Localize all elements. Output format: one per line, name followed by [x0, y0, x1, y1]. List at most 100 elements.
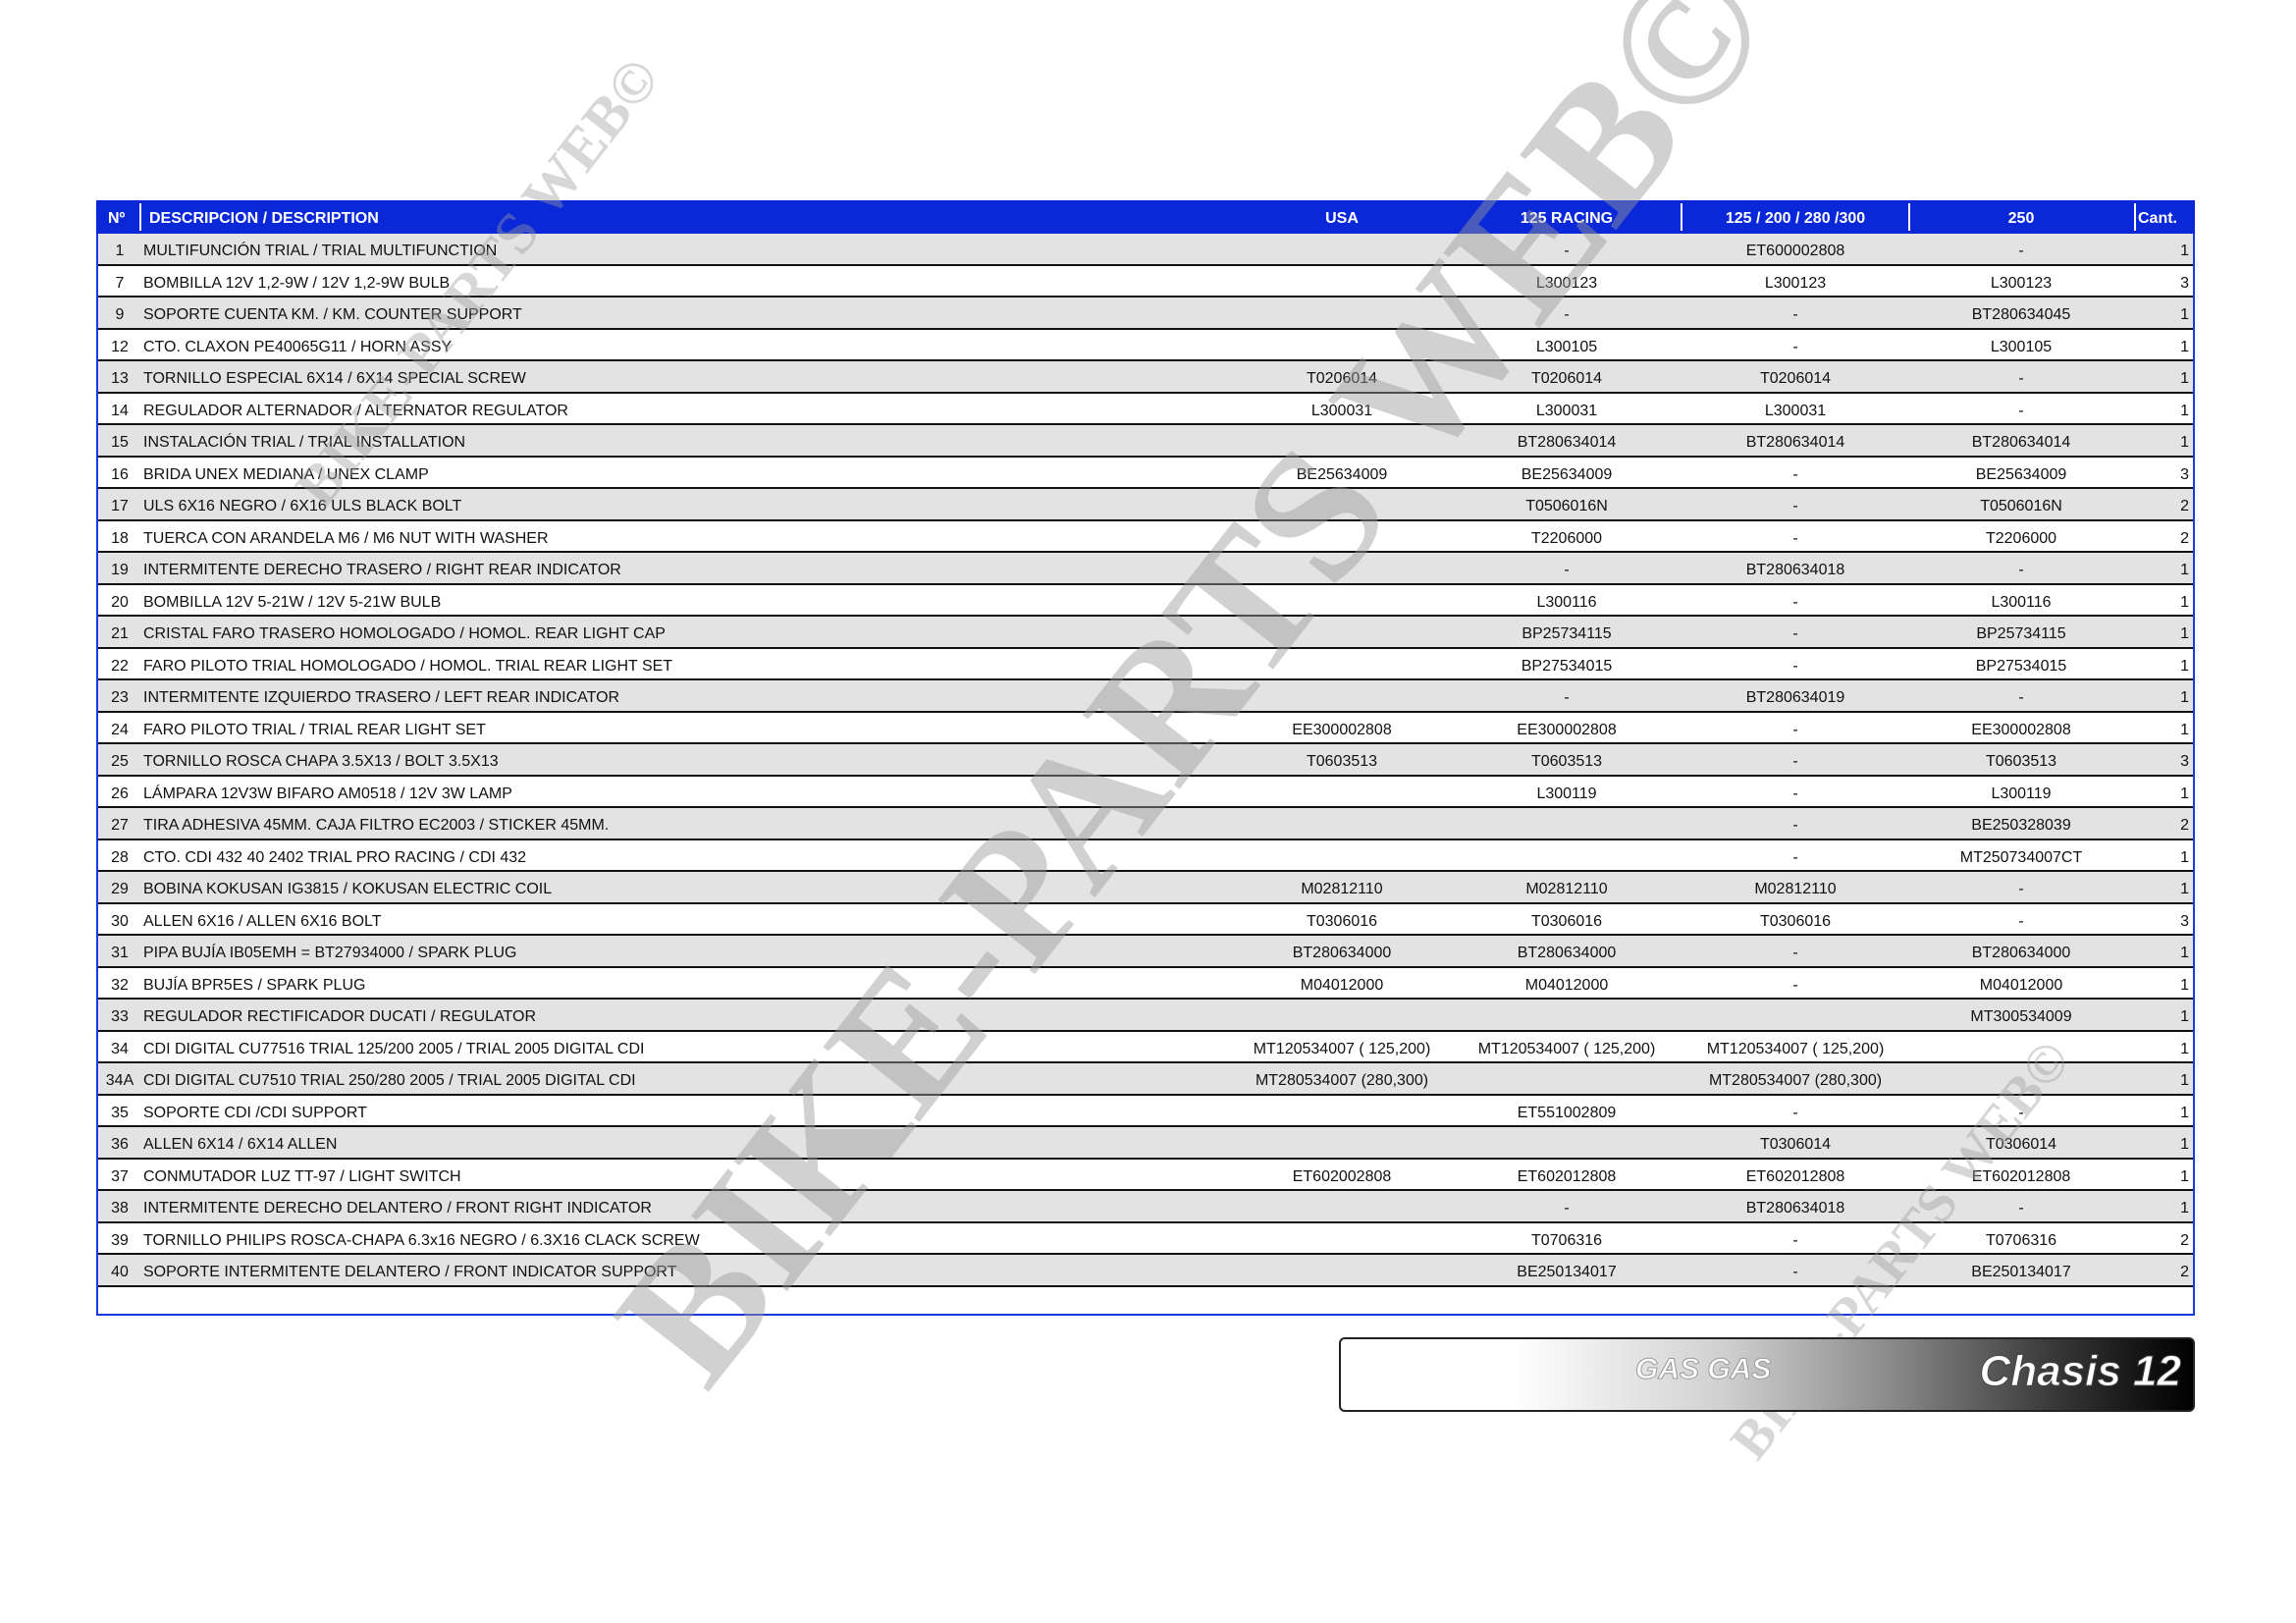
- cell-no: 35: [111, 1104, 129, 1121]
- cell-r125: L300123: [1535, 274, 1598, 292]
- cell-r125: L300119: [1536, 784, 1597, 802]
- table-row: 15 INSTALACIÓN TRIAL / TRIAL INSTALLATION…: [98, 425, 2193, 458]
- cell-desc: CONMUTADOR LUZ TT-97 / LIGHT SWITCH: [143, 1167, 461, 1185]
- parts-table: [96, 200, 2195, 1316]
- cell-r250: BP25734115: [1976, 625, 2066, 642]
- cell-r250: BE25634009: [1975, 465, 2067, 483]
- table-row: 25 TORNILLO ROSCA CHAPA 3.5X13 / BOLT 3.5…: [98, 744, 2193, 777]
- cell-r250: BP27534015: [1975, 657, 2067, 675]
- cell-no: 36: [111, 1136, 129, 1153]
- cell-r200: M02812110: [1754, 881, 1837, 897]
- cell-r125: BP25734115: [1522, 625, 1612, 642]
- cell-no: 15: [111, 434, 129, 451]
- cell-r200: MT280534007 (280,300): [1708, 1072, 1883, 1089]
- cell-desc: FARO PILOTO TRIAL / TRIAL REAR LIGHT SET: [143, 721, 486, 738]
- cell-desc: ULS 6X16 NEGRO / 6X16 ULS BLACK BOLT: [143, 498, 462, 514]
- cell-r200: -: [1792, 625, 1798, 642]
- cell-cant: 2: [2180, 1231, 2189, 1249]
- cell-r200: -: [1792, 784, 1798, 802]
- table-row: 17 ULS 6X16 NEGRO / 6X16 ULS BLACK BOLT T0…: [98, 489, 2193, 521]
- table-row: 40 SOPORTE INTERMITENTE DELANTERO / FRONT…: [98, 1255, 2193, 1287]
- cell-r125: -: [1564, 689, 1570, 706]
- table-row: 20 BOMBILLA 12V 5-21W / 12V 5-21W BULB L30…: [98, 585, 2193, 617]
- cell-r200: -: [1792, 976, 1798, 994]
- cell-r250: -: [2018, 370, 2024, 387]
- cell-cant: 1: [2180, 1008, 2189, 1025]
- header-divider: [1908, 203, 1910, 231]
- cell-no: 14: [111, 402, 129, 419]
- cell-r250: L300119: [1991, 784, 2052, 802]
- cell-cant: 1: [2180, 370, 2189, 387]
- cell-desc: TIRA ADHESIVA 45MM. CAJA FILTRO EC2003 /…: [143, 817, 610, 834]
- cell-r200: -: [1792, 1264, 1798, 1280]
- table-row: 34A CDI DIGITAL CU7510 TRIAL 250/280 2005…: [98, 1063, 2193, 1096]
- cell-desc: INSTALACIÓN TRIAL / TRIAL INSTALLATION: [143, 434, 466, 451]
- cell-desc: CDI DIGITAL CU77516 TRIAL 125/200 2005 /…: [143, 1040, 645, 1057]
- cell-cant: 1: [2180, 1072, 2189, 1089]
- cell-r250: T0506016N: [1980, 498, 2062, 514]
- cell-usa: BT280634000: [1292, 945, 1392, 961]
- cell-r250: BT280634000: [1971, 945, 2071, 961]
- table-row: 13 TORNILLO ESPECIAL 6X14 / 6X14 SPECIAL …: [98, 361, 2193, 394]
- cell-cant: 1: [2180, 338, 2189, 355]
- header-divider: [1681, 203, 1682, 231]
- cell-desc: TORNILLO ESPECIAL 6X14 / 6X14 SPECIAL SC…: [143, 370, 526, 387]
- cell-r125: ET602012808: [1517, 1167, 1617, 1185]
- table-row: 30 ALLEN 6X16 / ALLEN 6X16 BOLT T0306016 T0…: [98, 904, 2193, 936]
- cell-r250: BE250134017: [1971, 1264, 2071, 1280]
- cell-cant: 1: [2180, 562, 2189, 578]
- cell-desc: REGULADOR RECTIFICADOR DUCATI / REGULATO…: [143, 1008, 537, 1025]
- cell-cant: 2: [2180, 498, 2189, 514]
- cell-cant: 1: [2180, 881, 2189, 897]
- cell-usa: T0603513: [1306, 753, 1378, 770]
- header-desc: DESCRIPCION / DESCRIPTION: [149, 210, 379, 227]
- cell-no: 23: [111, 689, 129, 706]
- cell-cant: 1: [2180, 1040, 2189, 1057]
- cell-cant: 1: [2180, 976, 2189, 994]
- cell-r250: BT280634045: [1971, 306, 2071, 323]
- table-row: 1 MULTIFUNCIÓN TRIAL / TRIAL MULTIFUNCTIO…: [98, 234, 2193, 266]
- cell-cant: 1: [2180, 689, 2189, 706]
- cell-r125: ET551002809: [1517, 1104, 1617, 1121]
- cell-r250: -: [2018, 912, 2024, 930]
- cell-r200: -: [1792, 306, 1798, 323]
- cell-desc: TORNILLO PHILIPS ROSCA-CHAPA 6.3x16 NEGR…: [143, 1231, 700, 1249]
- cell-r200: -: [1792, 529, 1798, 547]
- cell-desc: TORNILLO ROSCA CHAPA 3.5X13 / BOLT 3.5X1…: [143, 753, 499, 770]
- table-row: 23 INTERMITENTE IZQUIERDO TRASERO / LEFT …: [98, 680, 2193, 713]
- cell-r200: -: [1792, 945, 1798, 961]
- cell-r250: T0706316: [1985, 1231, 2057, 1249]
- cell-r125: BE25634009: [1521, 465, 1613, 483]
- cell-no: 1: [115, 243, 125, 259]
- cell-r125: L300031: [1535, 402, 1598, 419]
- cell-desc: MULTIFUNCIÓN TRIAL / TRIAL MULTIFUNCTION: [143, 243, 498, 259]
- cell-no: 18: [111, 529, 129, 547]
- cell-desc: CTO. CLAXON PE40065G11 / HORN ASSY: [143, 338, 453, 355]
- cell-no: 12: [111, 338, 129, 355]
- cell-desc: BOMBILLA 12V 1,2-9W / 12V 1,2-9W BULB: [143, 274, 451, 292]
- cell-usa: EE300002808: [1292, 721, 1392, 738]
- cell-r250: -: [2018, 881, 2024, 897]
- cell-cant: 2: [2180, 529, 2189, 547]
- cell-cant: 1: [2180, 593, 2189, 611]
- cell-no: 26: [111, 784, 129, 802]
- cell-no: 39: [111, 1231, 129, 1249]
- cell-r250: MT300534009: [1970, 1008, 2072, 1025]
- table-row: 33 REGULADOR RECTIFICADOR DUCATI / REGULA…: [98, 1000, 2193, 1032]
- cell-desc: LÁMPARA 12V3W BIFARO AM0518 / 12V 3W LAM…: [143, 784, 512, 802]
- cell-no: 22: [111, 657, 129, 675]
- cell-r200: -: [1792, 817, 1798, 834]
- table-row: 32 BUJÍA BPR5ES / SPARK PLUG M04012000 M040…: [98, 968, 2193, 1000]
- cell-cant: 3: [2180, 274, 2189, 292]
- table-row: 21 CRISTAL FARO TRASERO HOMOLOGADO / HOMO…: [98, 617, 2193, 649]
- cell-desc: CTO. CDI 432 40 2402 TRIAL PRO RACING / …: [143, 848, 527, 866]
- cell-desc: SOPORTE INTERMITENTE DELANTERO / FRONT I…: [143, 1264, 677, 1280]
- cell-usa: T0306016: [1306, 912, 1378, 930]
- cell-r200: ET602012808: [1745, 1167, 1845, 1185]
- cell-usa: M02812110: [1301, 881, 1383, 897]
- cell-no: 16: [111, 465, 129, 483]
- cell-cant: 3: [2180, 912, 2189, 930]
- cell-desc: BOMBILLA 12V 5-21W / 12V 5-21W BULB: [143, 593, 442, 611]
- cell-r250: -: [2018, 1200, 2024, 1217]
- cell-r200: BT280634018: [1745, 1200, 1845, 1217]
